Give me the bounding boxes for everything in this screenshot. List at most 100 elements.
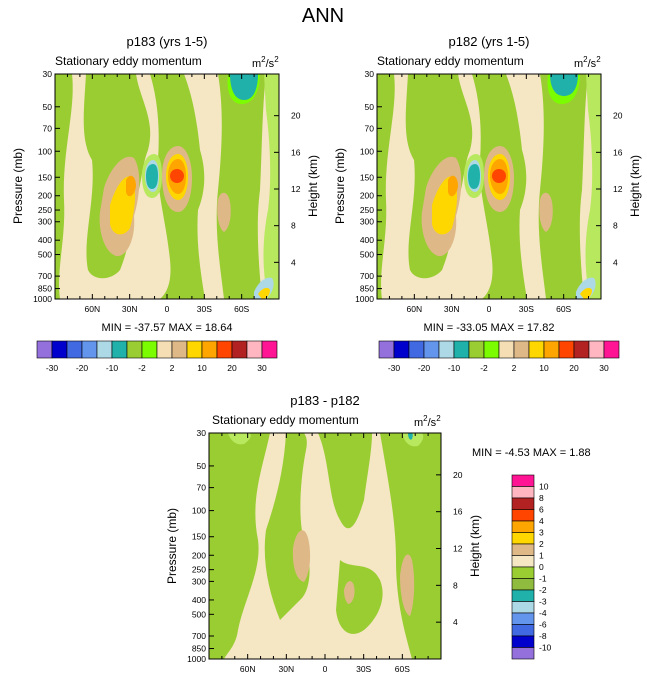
y2-tick-label: 12 (453, 544, 463, 554)
y-tick-label: 100 (192, 506, 206, 516)
y-tick-label: 30 (365, 69, 375, 79)
y2-tick-label: 16 (613, 147, 623, 157)
contour-region (344, 581, 355, 604)
x-tick-label: 30N (122, 304, 138, 314)
y-tick-label: 400 (192, 595, 206, 605)
colorbar-label: -30 (46, 363, 59, 373)
y-tick-label: 250 (360, 205, 374, 215)
x-tick-label: 30N (444, 304, 460, 314)
colorbar-label: 10 (539, 363, 549, 373)
y-tick-label: 70 (365, 123, 375, 133)
colorbar-swatch (483, 340, 500, 359)
x-tick-label: 30N (279, 664, 295, 674)
y2-axis-label: Height (km) (468, 515, 482, 577)
y-tick-label: 30 (43, 69, 53, 79)
contour-region (377, 74, 395, 299)
x-tick-label: 60S (234, 304, 249, 314)
colorbar-label: -6 (539, 620, 547, 630)
colorbar-swatch (126, 340, 143, 359)
contour-region (448, 175, 458, 197)
y-axis-label: Pressure (mb) (165, 508, 179, 584)
colorbar-swatch (96, 340, 113, 359)
y-tick-label: 200 (192, 550, 206, 560)
colorbar-swatch (423, 340, 440, 359)
y-tick-label: 50 (197, 461, 207, 471)
y-axis-label: Pressure (mb) (11, 148, 25, 224)
y-tick-label: 30 (197, 428, 207, 438)
x-tick-label: 0 (323, 664, 328, 674)
y2-tick-label: 12 (291, 184, 301, 194)
y-tick-label: 50 (365, 102, 375, 112)
contour-region (100, 252, 118, 269)
y-tick-label: 850 (360, 284, 374, 294)
colorbar-swatch (511, 624, 535, 637)
colorbar-label: 3 (539, 528, 544, 538)
units-label: m2/s2 (414, 414, 441, 429)
y-tick-label: 50 (43, 102, 53, 112)
contour-region (408, 433, 413, 440)
y-tick-label: 300 (360, 217, 374, 227)
y-tick-label: 100 (360, 146, 374, 156)
y-tick-label: 200 (360, 191, 374, 201)
min-max-readout: MIN = -4.53 MAX = 1.88 (472, 447, 591, 459)
colorbar: -30 -20 -10 -2 2 10 20 30 (378, 340, 620, 373)
colorbar-label: -2 (539, 585, 547, 595)
y-tick-label: 1000 (33, 294, 52, 304)
colorbar-swatch (513, 340, 530, 359)
contour-region (230, 74, 258, 100)
y2-tick-label: 20 (453, 470, 463, 480)
y-tick-label: 700 (38, 271, 52, 281)
units-label: m2/s2 (252, 55, 279, 70)
contour-region (228, 433, 251, 445)
y-tick-label: 500 (192, 609, 206, 619)
y-tick-label: 850 (38, 284, 52, 294)
colorbar-swatch (511, 520, 535, 533)
colorbar-label: 2 (539, 539, 544, 549)
colorbar-label: -20 (418, 363, 431, 373)
colorbar-swatch (156, 340, 173, 359)
colorbar-swatch (511, 635, 535, 648)
y-tick-label: 300 (38, 217, 52, 227)
y-tick-label: 700 (192, 631, 206, 641)
colorbar-label: 10 (197, 363, 207, 373)
y-tick-label: 500 (360, 250, 374, 260)
colorbar-swatch (51, 340, 68, 359)
y2-tick-label: 8 (291, 221, 296, 231)
y-tick-label: 250 (38, 205, 52, 215)
y-tick-label: 850 (192, 644, 206, 654)
colorbar-swatch (453, 340, 470, 359)
colorbar-label: 0 (539, 562, 544, 572)
colorbar-swatch (511, 555, 535, 568)
y2-tick-label: 8 (613, 221, 618, 231)
contour-fill (55, 74, 279, 299)
contour-region (585, 74, 601, 299)
colorbar-label: -20 (76, 363, 89, 373)
colorbar-label: -1 (539, 574, 547, 584)
y-tick-label: 300 (192, 576, 206, 586)
colorbar-label: -4 (539, 608, 547, 618)
figure-title: ANN (302, 5, 344, 27)
colorbar-swatch (81, 340, 98, 359)
y2-tick-label: 16 (453, 507, 463, 517)
contour-region (292, 530, 311, 582)
contour-region (380, 433, 441, 659)
colorbar-label: 2 (512, 363, 517, 373)
colorbar-swatch (438, 340, 455, 359)
y-tick-label: 100 (38, 146, 52, 156)
colorbar-label: -10 (539, 643, 552, 653)
panel-p183: p183 (yrs 1-5) Stationary eddy momentum … (11, 34, 320, 373)
colorbar-swatch (511, 601, 535, 614)
colorbar-swatch (543, 340, 560, 359)
colorbar-swatch (573, 340, 590, 359)
y2-axis-label: Height (km) (306, 155, 320, 217)
x-tick-label: 60N (407, 304, 423, 314)
colorbar-swatch (498, 340, 515, 359)
y-tick-label: 500 (38, 250, 52, 260)
x-tick-label: 0 (487, 304, 492, 314)
x-tick-label: 60N (240, 664, 256, 674)
y-tick-label: 70 (197, 483, 207, 493)
colorbar-swatch (511, 474, 535, 487)
y2-tick-label: 20 (291, 111, 301, 121)
